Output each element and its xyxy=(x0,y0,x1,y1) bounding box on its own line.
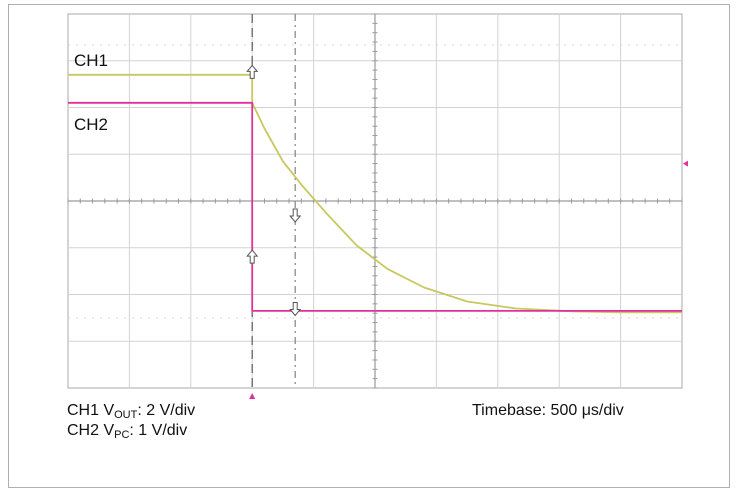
arrow-marker-icon xyxy=(246,249,259,264)
ch1-label: CH1 xyxy=(74,51,108,70)
ch1-scale-suffix: : 2 V/div xyxy=(137,402,196,419)
ch2-label: CH2 xyxy=(74,115,108,134)
arrow-marker-icon xyxy=(289,302,302,317)
trigger-level-icon xyxy=(683,160,688,167)
grid xyxy=(67,13,683,389)
ch1-scale-label: CH1 VOUT: 2 V/div xyxy=(67,402,195,421)
ch2-scale-prefix: CH2 V xyxy=(67,422,115,439)
ch2-scale-label: CH2 VPC: 1 V/div xyxy=(67,422,187,441)
trace-ch2 xyxy=(68,101,682,312)
markers xyxy=(246,64,688,399)
trigger-position-icon xyxy=(249,393,256,399)
figure-frame xyxy=(8,4,730,488)
arrow-marker-icon xyxy=(246,64,259,79)
arrow-marker-icon xyxy=(289,208,302,223)
traces xyxy=(68,73,682,314)
ch2-scale-sub: PC xyxy=(114,429,130,441)
timebase-label: Timebase: 500 μs/div xyxy=(472,402,624,419)
ch2-scale-suffix: : 1 V/div xyxy=(129,422,188,439)
ch1-scale-sub: OUT xyxy=(114,409,138,421)
ch1-scale-prefix: CH1 V xyxy=(67,402,115,419)
